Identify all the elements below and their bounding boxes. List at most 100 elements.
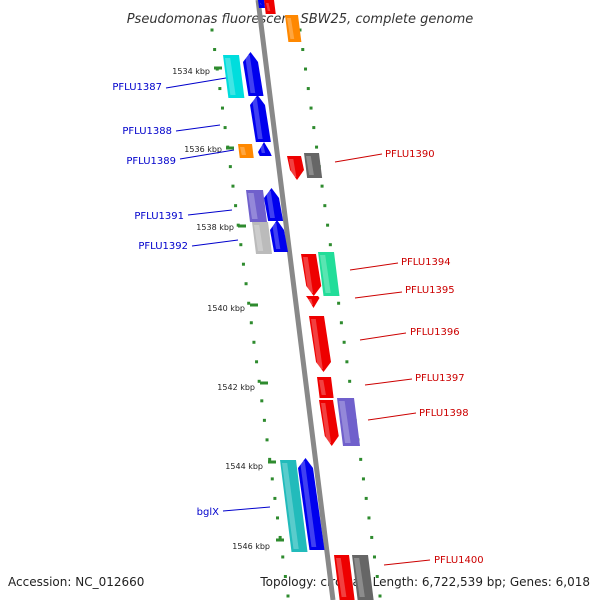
- ring-dot: [326, 223, 330, 227]
- feature-shading: [308, 299, 313, 305]
- ring-dot: [228, 165, 232, 169]
- feature-shading: [336, 558, 347, 597]
- gene-feature-pflu1400[interactable]: [334, 555, 355, 600]
- gene-feature[interactable]: [264, 188, 284, 221]
- ring-dot: [220, 106, 224, 110]
- leader-line: [359, 332, 407, 341]
- gene-feature[interactable]: [318, 252, 340, 296]
- gene-feature-pflu1395[interactable]: [306, 296, 320, 308]
- tick-label: 1534 kbp: [172, 67, 210, 76]
- gene-label-pflu1400[interactable]: PFLU1400: [434, 555, 484, 566]
- ring-dot: [309, 106, 313, 110]
- gene-feature[interactable]: [270, 220, 288, 252]
- gene-features: [223, 0, 374, 600]
- feature-shading: [306, 156, 314, 175]
- gene-feature-pflu1389[interactable]: [238, 144, 254, 158]
- ring-dot: [342, 340, 346, 344]
- tick-label: 1544 kbp: [225, 462, 263, 471]
- feature-shading: [282, 463, 299, 549]
- feature-shading: [245, 55, 256, 93]
- gene-feature-pflu1391[interactable]: [246, 190, 267, 222]
- feature-shading: [289, 159, 297, 177]
- gene-label-pflu1391[interactable]: PFLU1391: [134, 211, 184, 222]
- ring-dot: [315, 145, 319, 149]
- ring-dot: [367, 516, 371, 520]
- map-title: Pseudomonas fluorescens SBW25, complete …: [127, 12, 474, 27]
- ring-dot: [257, 379, 261, 383]
- scale-ticks: 1534 kbp 1536 kbp 1538 kbp 1540 kbp 1542…: [172, 66, 284, 551]
- feature-shading: [339, 401, 351, 443]
- feature-shading: [240, 147, 247, 155]
- gene-label-pflu1387[interactable]: PFLU1387: [112, 82, 162, 93]
- ring-dot: [268, 457, 272, 461]
- gene-label-pflu1395[interactable]: PFLU1395: [405, 285, 455, 296]
- feature-shading: [266, 3, 271, 11]
- ring-dot: [281, 555, 285, 559]
- tick-label: 1546 kbp: [232, 542, 270, 551]
- ring-dot: [283, 574, 287, 578]
- gene-feature-pflu1394[interactable]: [301, 254, 322, 296]
- feature-shading: [311, 319, 323, 369]
- gene-feature[interactable]: [319, 400, 339, 446]
- gene-feature[interactable]: [304, 153, 323, 178]
- gene-feature-pflu1387[interactable]: [223, 55, 245, 98]
- feature-shading: [319, 380, 326, 395]
- ring-dot: [286, 594, 290, 598]
- ring-dot: [328, 243, 332, 247]
- gene-label-pflu1397[interactable]: PFLU1397: [415, 373, 465, 384]
- gene-feature[interactable]: [258, 142, 272, 156]
- leader-line: [191, 239, 239, 247]
- gene-feature[interactable]: [352, 555, 374, 600]
- gene-label-pflu1396[interactable]: PFLU1396: [410, 327, 460, 338]
- gene-feature[interactable]: [258, 0, 265, 8]
- gene-feature-pflu1392[interactable]: [252, 222, 272, 254]
- ring-dot: [218, 87, 222, 91]
- leader-line: [179, 149, 235, 160]
- gene-label-pflu1398[interactable]: PFLU1398: [419, 408, 469, 419]
- gene-feature-pflu1390[interactable]: [287, 156, 304, 180]
- ring-dot: [231, 184, 235, 188]
- ring-dot: [359, 457, 363, 461]
- gene-feature-bglx[interactable]: [298, 458, 325, 550]
- ring-dot: [306, 87, 310, 91]
- feature-shading: [272, 223, 281, 249]
- leader-line: [165, 77, 227, 89]
- gene-feature[interactable]: [280, 460, 308, 552]
- gene-label-pflu1394[interactable]: PFLU1394: [401, 257, 451, 268]
- gene-feature-pflu1398[interactable]: [337, 398, 360, 446]
- gene-feature-pflu1396[interactable]: [309, 316, 331, 372]
- tick-label: 1542 kbp: [217, 383, 255, 392]
- ring-dot: [213, 48, 217, 52]
- accession-label: Accession: NC_012660: [8, 575, 144, 589]
- leader-line: [334, 153, 383, 163]
- leader-line: [175, 124, 221, 132]
- ring-dot: [239, 243, 243, 247]
- gene-feature[interactable]: [285, 15, 302, 42]
- gene-feature-pflu1388[interactable]: [250, 95, 271, 142]
- ring-dot: [339, 321, 343, 325]
- tick-label: 1540 kbp: [207, 304, 245, 313]
- gene-label-bglx[interactable]: bglX: [197, 507, 219, 518]
- gene-feature-pflu1397[interactable]: [317, 377, 334, 398]
- leader-line: [367, 412, 417, 421]
- leader-line: [364, 378, 413, 386]
- feature-shading: [260, 3, 262, 5]
- ring-dot: [276, 516, 280, 520]
- ring-dot: [375, 574, 379, 578]
- ring-dot: [370, 535, 374, 539]
- gene-label-pflu1392[interactable]: PFLU1392: [138, 241, 188, 252]
- gene-label-pflu1389[interactable]: PFLU1389: [126, 156, 176, 167]
- ring-dot: [372, 555, 376, 559]
- gene-label-pflu1390[interactable]: PFLU1390: [385, 149, 435, 160]
- gene-label-pflu1388[interactable]: PFLU1388: [122, 126, 172, 137]
- genome-backbone: [255, 0, 336, 600]
- feature-shading: [303, 257, 313, 293]
- ring-dot: [348, 379, 352, 383]
- ring-dot: [320, 184, 324, 188]
- gene-feature[interactable]: [243, 52, 264, 96]
- feature-shading: [252, 98, 263, 139]
- ring-dot: [252, 340, 256, 344]
- gene-feature[interactable]: [264, 0, 276, 14]
- ring-dot: [273, 496, 277, 500]
